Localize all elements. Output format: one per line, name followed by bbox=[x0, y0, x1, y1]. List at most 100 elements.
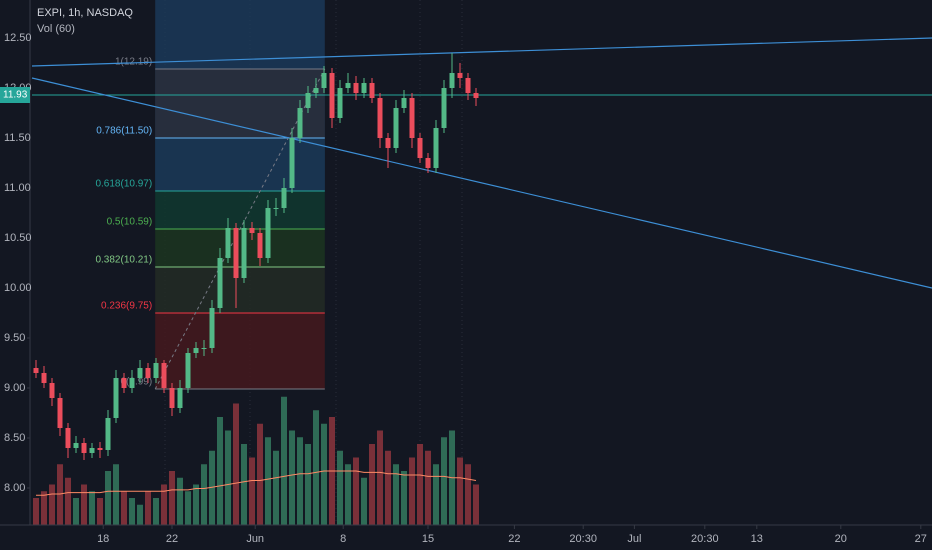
candle-body bbox=[209, 308, 215, 348]
volume-bar bbox=[97, 498, 103, 525]
candle-body bbox=[161, 363, 167, 388]
fib-trend bbox=[154, 68, 326, 390]
candle-body bbox=[369, 83, 375, 98]
volume-bar bbox=[185, 491, 191, 525]
candle-body bbox=[49, 383, 55, 398]
candle-body bbox=[145, 368, 151, 378]
fib-zone bbox=[155, 191, 325, 229]
volume-bar bbox=[321, 423, 327, 525]
candle-body bbox=[81, 443, 87, 453]
y-tick-label: 10.50 bbox=[4, 232, 32, 244]
x-tick-label: 20:30 bbox=[691, 533, 719, 545]
volume-bar bbox=[225, 430, 231, 525]
candle-body bbox=[345, 83, 351, 88]
volume-bar bbox=[369, 444, 375, 525]
volume-bar bbox=[129, 498, 135, 525]
candle-body bbox=[361, 83, 367, 93]
chart-subtitle: Vol (60) bbox=[37, 23, 75, 35]
candle-body bbox=[217, 258, 223, 308]
volume-bar bbox=[305, 444, 311, 525]
fib-zone bbox=[155, 138, 325, 191]
volume-bar bbox=[457, 457, 463, 525]
volume-bar bbox=[345, 464, 351, 525]
y-tick-label: 9.50 bbox=[4, 332, 25, 344]
candle-body bbox=[233, 228, 239, 278]
fib-zone bbox=[155, 313, 325, 389]
candle-body bbox=[401, 98, 407, 108]
fib-label: 0.618(10.97) bbox=[95, 179, 152, 190]
candle-body bbox=[65, 428, 71, 448]
volume-bar bbox=[137, 504, 143, 525]
volume-bar bbox=[249, 457, 255, 525]
candle-body bbox=[169, 388, 175, 408]
candle-body bbox=[33, 368, 39, 373]
fib-label: 0.236(9.75) bbox=[101, 301, 152, 312]
x-tick-label: 18 bbox=[97, 533, 109, 545]
volume-bar bbox=[161, 484, 167, 525]
fib-zone bbox=[155, 229, 325, 267]
volume-bar bbox=[265, 437, 271, 525]
volume-bar bbox=[257, 423, 263, 525]
volume-bar bbox=[393, 464, 399, 525]
trend-line bbox=[31, 37, 932, 67]
x-tick-label: 22 bbox=[508, 533, 520, 545]
y-tick-label: 12.50 bbox=[4, 32, 32, 44]
volume-bar bbox=[417, 444, 423, 525]
volume-bar bbox=[385, 450, 391, 525]
y-tick-label: 8.50 bbox=[4, 432, 25, 444]
candle-body bbox=[113, 378, 119, 418]
volume-bar bbox=[425, 450, 431, 525]
volume-bar bbox=[273, 450, 279, 525]
price-label: 11.93 bbox=[3, 90, 28, 101]
fib-label: 0.786(11.50) bbox=[96, 126, 152, 137]
volume-bar bbox=[33, 498, 39, 525]
x-tick-label: 27 bbox=[915, 533, 927, 545]
candle-body bbox=[177, 388, 183, 408]
volume-bar bbox=[201, 464, 207, 525]
candle-body bbox=[41, 373, 47, 383]
candle-body bbox=[185, 353, 191, 388]
candle-body bbox=[265, 208, 271, 258]
time-axis-bg bbox=[0, 525, 932, 550]
y-tick-label: 11.00 bbox=[4, 182, 31, 194]
candle-body bbox=[393, 108, 399, 148]
x-tick-label: 22 bbox=[166, 533, 178, 545]
candle-body bbox=[417, 138, 423, 158]
candle-body bbox=[105, 418, 111, 450]
candle-body bbox=[121, 378, 127, 388]
volume-bar bbox=[233, 403, 239, 525]
candle-body bbox=[305, 93, 311, 108]
candle-body bbox=[329, 73, 335, 118]
volume-bar bbox=[113, 464, 119, 525]
candle-body bbox=[153, 363, 159, 378]
x-tick-label: Jul bbox=[627, 533, 641, 545]
candle-body bbox=[137, 368, 143, 378]
volume-bar bbox=[337, 450, 343, 525]
volume-bar bbox=[281, 396, 287, 525]
candle-body bbox=[425, 158, 431, 168]
candle-body bbox=[193, 348, 199, 353]
volume-bar bbox=[177, 477, 183, 525]
fib-label: 0.382(10.21) bbox=[95, 255, 152, 266]
volume-bar bbox=[105, 471, 111, 525]
volume-bar bbox=[89, 491, 95, 525]
y-tick-label: 10.00 bbox=[4, 282, 32, 294]
candle-body bbox=[409, 98, 415, 138]
fib-label: 1(12.19) bbox=[115, 57, 152, 68]
volume-bar bbox=[433, 464, 439, 525]
candle-body bbox=[129, 378, 135, 388]
x-tick-label: 20:30 bbox=[569, 533, 597, 545]
candle-body bbox=[257, 233, 263, 258]
candle-body bbox=[289, 138, 295, 188]
volume-bar bbox=[73, 498, 79, 525]
candle-body bbox=[313, 88, 319, 93]
candle-body bbox=[457, 73, 463, 78]
candle-body bbox=[97, 448, 103, 450]
candle-body bbox=[225, 228, 231, 258]
fib-label: 0.5(10.59) bbox=[107, 217, 153, 228]
candle-body bbox=[73, 443, 79, 448]
candle-body bbox=[249, 228, 255, 233]
candle-body bbox=[449, 73, 455, 88]
volume-bar bbox=[49, 484, 55, 525]
